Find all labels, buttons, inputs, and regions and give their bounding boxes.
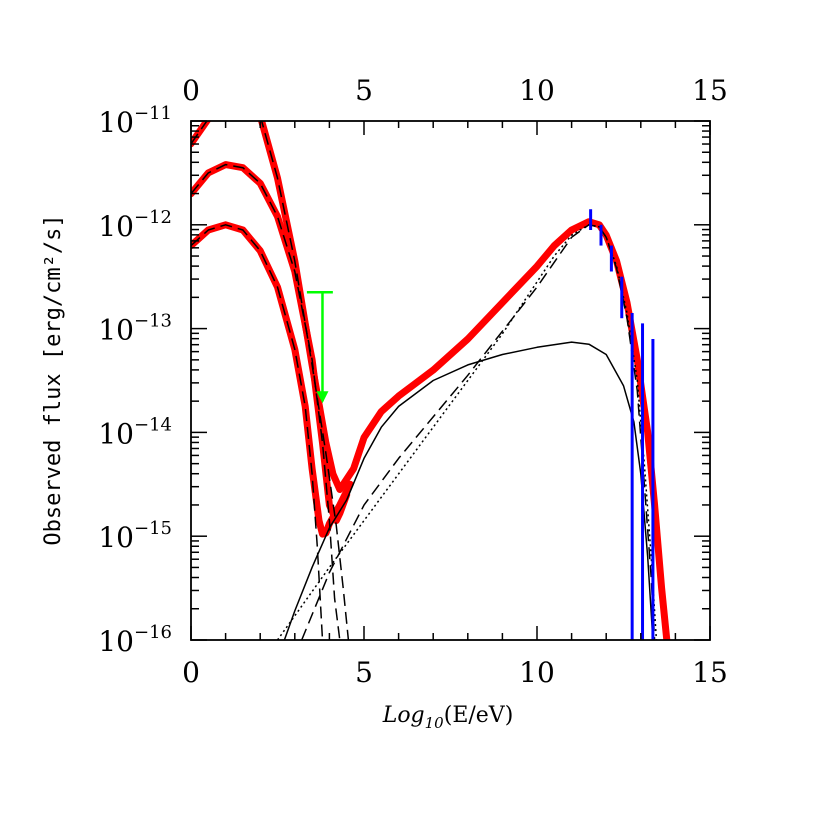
x-tick-label-bottom-5: 5 xyxy=(355,656,373,689)
x-tick-label-top-15: 15 xyxy=(692,74,728,107)
x-tick-label-top-0: 0 xyxy=(182,74,200,107)
y-tick-label-5: 10−16 xyxy=(98,622,172,658)
data-marker-layer xyxy=(306,209,655,640)
plot-frame xyxy=(190,120,711,641)
upper-limit-arrow xyxy=(316,391,329,404)
y-tick-label-2: 10−13 xyxy=(98,311,172,347)
series-line-red-thick-3 xyxy=(258,121,671,640)
tick-layer xyxy=(190,120,711,641)
series-layer xyxy=(191,121,671,640)
x-tick-label-bottom-0: 0 xyxy=(182,656,200,689)
series-line-black-dashed-6 xyxy=(191,224,324,640)
series-line-black-dotted-9 xyxy=(276,224,658,640)
y-tick-label-4: 10−15 xyxy=(98,518,172,554)
series-line-black-dashed-7 xyxy=(260,121,350,640)
x-tick-label-bottom-10: 10 xyxy=(519,656,555,689)
x-axis-title-prefix: Log xyxy=(382,703,425,728)
tick-label-layer: 0 5 10 15 0 5 10 15 10−11 10−12 10−13 10−14 10−15 10−… xyxy=(98,74,727,689)
y-axis-title: Observed flux [erg/cm²/s] xyxy=(41,214,66,545)
x-axis-title-sub: 10 xyxy=(425,714,445,732)
x-tick-label-top-5: 5 xyxy=(355,74,373,107)
x-axis-title: Log10(E/eV) xyxy=(382,703,514,732)
y-tick-label-1: 10−12 xyxy=(98,207,172,243)
y-tick-label-3: 10−14 xyxy=(98,414,172,450)
x-axis-title-suffix: (E/eV) xyxy=(444,703,514,728)
x-tick-label-top-10: 10 xyxy=(519,74,555,107)
series-line-black-dashed-10 xyxy=(301,224,656,640)
y-tick-label-0: 10−11 xyxy=(98,103,172,139)
series-line-black-dashed-4 xyxy=(191,121,208,145)
series-line-black-dashed-5 xyxy=(191,163,341,640)
x-tick-label-bottom-15: 15 xyxy=(692,656,728,689)
